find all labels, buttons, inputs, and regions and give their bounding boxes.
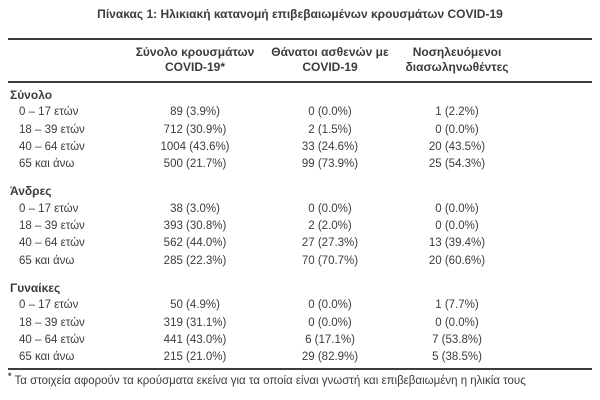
cell-intubated: 1 (7.7%) [435, 299, 479, 312]
cell-intubated: 7 (53.8%) [432, 333, 482, 346]
column-header-line: COVID-19* [164, 60, 226, 74]
cell-intubated: 20 (43.5%) [428, 140, 486, 153]
cell-cases: 319 (31.1%) [163, 316, 227, 329]
row-label: 40 – 64 ετών [19, 140, 85, 153]
cell-cases: 285 (22.3%) [163, 254, 227, 267]
cell-cases: 712 (30.9%) [163, 123, 227, 136]
column-header-line: COVID-19 [302, 60, 358, 74]
table-row: 40 – 64 ετών 441 (43.0%) 6 (17.1%) 7 (53… [8, 332, 592, 349]
cell-deaths: 2 (2.0%) [308, 220, 352, 233]
cell-intubated: 0 (0.0%) [435, 123, 479, 136]
table-row: 0 – 17 ετών 50 (4.9%) 0 (0.0%) 1 (7.7%) [8, 297, 592, 314]
column-header-line: Νοσηλευόμενοι [412, 45, 502, 59]
table-row: 18 – 39 ετών 319 (31.1%) 0 (0.0%) 0 (0.0… [8, 315, 592, 332]
cell-intubated: 0 (0.0%) [435, 220, 479, 233]
cell-deaths: 0 (0.0%) [308, 202, 352, 215]
cell-intubated: 0 (0.0%) [435, 202, 479, 215]
table-row: 18 – 39 ετών 393 (30.8%) 2 (2.0%) 0 (0.0… [8, 218, 592, 235]
row-label: 18 – 39 ετών [19, 316, 85, 329]
table-row: 65 και άνω 285 (22.3%) 70 (70.7%) 20 (60… [8, 253, 592, 270]
cell-cases: 500 (21.7%) [163, 158, 227, 171]
cell-cases: 38 (3.0%) [170, 202, 220, 215]
table-row: 0 – 17 ετών 38 (3.0%) 0 (0.0%) 0 (0.0%) [8, 201, 592, 218]
cell-deaths: 99 (73.9%) [301, 158, 359, 171]
table-row: 40 – 64 ετών 1004 (43.6%) 33 (24.6%) 20 … [8, 139, 592, 156]
column-header-line: διασωληνωθέντες [405, 60, 509, 74]
row-label: 0 – 17 ετών [19, 299, 79, 312]
table-body: Σύνολο 0 – 17 ετών 89 (3.9%) 0 (0.0%) 1 … [8, 83, 592, 371]
cell-cases: 89 (3.9%) [170, 106, 220, 119]
table-row: 65 και άνω 215 (21.0%) 29 (82.9%) 5 (38.… [8, 349, 592, 366]
column-header-total-cases: Σύνολο κρουσμάτων COVID-19* [120, 45, 270, 75]
table-row: 0 – 17 ετών 89 (3.9%) 0 (0.0%) 1 (2.2%) [8, 104, 592, 121]
cell-intubated: 0 (0.0%) [435, 316, 479, 329]
cell-deaths: 27 (27.3%) [301, 237, 359, 250]
cell-intubated: 13 (39.4%) [428, 237, 486, 250]
cell-deaths: 29 (82.9%) [301, 351, 359, 364]
cell-cases: 562 (44.0%) [163, 237, 227, 250]
row-label: 0 – 17 ετών [19, 106, 79, 119]
cell-cases: 215 (21.0%) [163, 351, 227, 364]
cell-deaths: 33 (24.6%) [301, 140, 359, 153]
column-header-line: Σύνολο κρουσμάτων [135, 45, 255, 59]
section-women: Γυναίκες 0 – 17 ετών 50 (4.9%) 0 (0.0%) … [8, 280, 592, 366]
cell-cases: 1004 (43.6%) [160, 140, 230, 153]
column-header-deaths: Θάνατοι ασθενών με COVID-19 [270, 45, 390, 75]
cell-deaths: 2 (1.5%) [308, 123, 352, 136]
data-table: Σύνολο κρουσμάτων COVID-19* Θάνατοι ασθε… [8, 38, 592, 371]
table-row: 65 και άνω 500 (21.7%) 99 (73.9%) 25 (54… [8, 156, 592, 173]
cell-deaths: 0 (0.0%) [308, 106, 352, 119]
section-header: Άνδρες [10, 184, 52, 199]
table-title: Πίνακας 1: Ηλικιακή κατανομή επιβεβαιωμέ… [97, 7, 503, 21]
table-row: 18 – 39 ετών 712 (30.9%) 2 (1.5%) 0 (0.0… [8, 122, 592, 139]
cell-cases: 393 (30.8%) [163, 220, 227, 233]
section-header: Γυναίκες [10, 280, 61, 295]
cell-intubated: 20 (60.6%) [428, 254, 486, 267]
row-label: 0 – 17 ετών [19, 202, 79, 215]
row-label: 18 – 39 ετών [19, 123, 85, 136]
cell-cases: 50 (4.9%) [170, 299, 220, 312]
cell-intubated: 25 (54.3%) [428, 158, 486, 171]
table-row: 40 – 64 ετών 562 (44.0%) 27 (27.3%) 13 (… [8, 235, 592, 252]
cell-deaths: 0 (0.0%) [308, 299, 352, 312]
section-men: Άνδρες 0 – 17 ετών 38 (3.0%) 0 (0.0%) 0 … [8, 183, 592, 269]
cell-deaths: 6 (17.1%) [305, 333, 355, 346]
section-header: Σύνολο [10, 88, 53, 102]
table-header-row: Σύνολο κρουσμάτων COVID-19* Θάνατοι ασθε… [8, 38, 592, 83]
cell-intubated: 1 (2.2%) [435, 106, 479, 119]
row-label: 40 – 64 ετών [19, 237, 85, 250]
column-header-empty [8, 45, 120, 75]
footnote-marker: * [8, 371, 12, 382]
column-header-intubated: Νοσηλευόμενοι διασωληνωθέντες [390, 45, 524, 75]
row-label: 65 και άνω [19, 158, 75, 171]
row-label: 40 – 64 ετών [19, 333, 85, 346]
section-total: Σύνολο 0 – 17 ετών 89 (3.9%) 0 (0.0%) 1 … [8, 87, 592, 173]
row-label: 65 και άνω [19, 254, 75, 267]
footnote-text: Τα στοιχεία αφορούν τα κρούσματα εκείνα … [14, 375, 526, 388]
row-label: 18 – 39 ετών [19, 220, 85, 233]
cell-deaths: 70 (70.7%) [301, 254, 359, 267]
cell-cases: 441 (43.0%) [163, 333, 227, 346]
footnote: * Τα στοιχεία αφορούν τα κρούσματα εκείν… [8, 371, 592, 388]
column-header-line: Θάνατοι ασθενών με [271, 45, 389, 59]
cell-intubated: 5 (38.5%) [432, 351, 482, 364]
cell-deaths: 0 (0.0%) [308, 316, 352, 329]
row-label: 65 και άνω [19, 351, 75, 364]
